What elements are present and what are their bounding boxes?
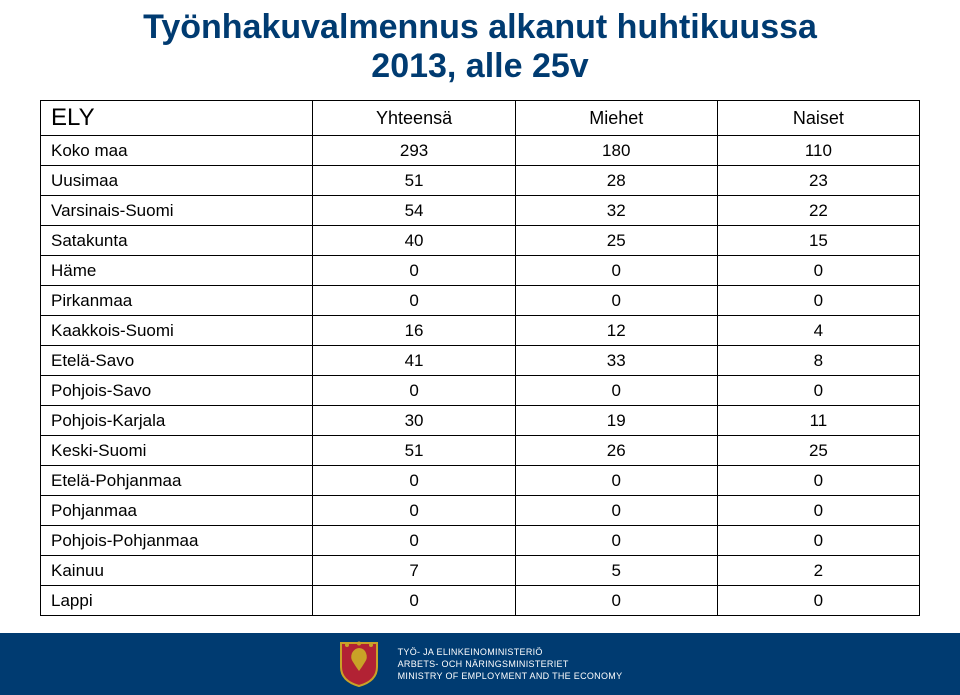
cell-value: 23 xyxy=(717,166,919,196)
cell-value: 22 xyxy=(717,196,919,226)
cell-value: 15 xyxy=(717,226,919,256)
cell-value: 4 xyxy=(717,316,919,346)
col-header-ely: ELY xyxy=(41,101,313,136)
cell-value: 0 xyxy=(313,466,515,496)
cell-value: 19 xyxy=(515,406,717,436)
table-row: Etelä-Pohjanmaa000 xyxy=(41,466,920,496)
cell-value: 0 xyxy=(515,586,717,616)
cell-value: 28 xyxy=(515,166,717,196)
cell-value: 5 xyxy=(515,556,717,586)
row-label: Pohjanmaa xyxy=(41,496,313,526)
table-row: Kainuu752 xyxy=(41,556,920,586)
cell-value: 8 xyxy=(717,346,919,376)
table-row: Pohjanmaa000 xyxy=(41,496,920,526)
row-label: Pohjois-Pohjanmaa xyxy=(41,526,313,556)
cell-value: 0 xyxy=(717,286,919,316)
row-label: Kainuu xyxy=(41,556,313,586)
cell-value: 0 xyxy=(515,256,717,286)
row-label: Kaakkois-Suomi xyxy=(41,316,313,346)
cell-value: 0 xyxy=(515,526,717,556)
row-label: Häme xyxy=(41,256,313,286)
table-body: Koko maa293180110Uusimaa512823Varsinais-… xyxy=(41,136,920,616)
col-header-total: Yhteensä xyxy=(313,101,515,136)
table-row: Varsinais-Suomi543222 xyxy=(41,196,920,226)
table-row: Lappi000 xyxy=(41,586,920,616)
row-label: Pohjois-Karjala xyxy=(41,406,313,436)
table-row: Pohjois-Savo000 xyxy=(41,376,920,406)
cell-value: 180 xyxy=(515,136,717,166)
cell-value: 54 xyxy=(313,196,515,226)
cell-value: 0 xyxy=(717,376,919,406)
table-row: Häme000 xyxy=(41,256,920,286)
col-header-men: Miehet xyxy=(515,101,717,136)
cell-value: 0 xyxy=(717,496,919,526)
cell-value: 0 xyxy=(515,496,717,526)
row-label: Pohjois-Savo xyxy=(41,376,313,406)
cell-value: 33 xyxy=(515,346,717,376)
cell-value: 0 xyxy=(717,526,919,556)
cell-value: 0 xyxy=(515,286,717,316)
row-label: Satakunta xyxy=(41,226,313,256)
cell-value: 110 xyxy=(717,136,919,166)
table-row: Pohjois-Pohjanmaa000 xyxy=(41,526,920,556)
row-label: Keski-Suomi xyxy=(41,436,313,466)
table-row: Keski-Suomi512625 xyxy=(41,436,920,466)
cell-value: 0 xyxy=(717,256,919,286)
cell-value: 41 xyxy=(313,346,515,376)
table-row: Uusimaa512823 xyxy=(41,166,920,196)
table-row: Pirkanmaa000 xyxy=(41,286,920,316)
cell-value: 293 xyxy=(313,136,515,166)
footer-bar: TYÖ- JA ELINKEINOMINISTERIÖ ARBETS- OCH … xyxy=(0,633,960,695)
table-header-row: ELY Yhteensä Miehet Naiset xyxy=(41,101,920,136)
table-row: Etelä-Savo41338 xyxy=(41,346,920,376)
ministry-text: TYÖ- JA ELINKEINOMINISTERIÖ ARBETS- OCH … xyxy=(398,646,623,682)
table-row: Pohjois-Karjala301911 xyxy=(41,406,920,436)
cell-value: 40 xyxy=(313,226,515,256)
cell-value: 0 xyxy=(313,376,515,406)
row-label: Lappi xyxy=(41,586,313,616)
col-header-women: Naiset xyxy=(717,101,919,136)
cell-value: 0 xyxy=(717,466,919,496)
cell-value: 0 xyxy=(717,586,919,616)
cell-value: 30 xyxy=(313,406,515,436)
table-row: Satakunta402515 xyxy=(41,226,920,256)
table-row: Kaakkois-Suomi16124 xyxy=(41,316,920,346)
cell-value: 32 xyxy=(515,196,717,226)
cell-value: 25 xyxy=(515,226,717,256)
cell-value: 0 xyxy=(313,496,515,526)
cell-value: 25 xyxy=(717,436,919,466)
cell-value: 0 xyxy=(515,376,717,406)
cell-value: 0 xyxy=(313,586,515,616)
cell-value: 51 xyxy=(313,436,515,466)
slide-page: Työnhakuvalmennus alkanut huhtikuussa 20… xyxy=(0,0,960,695)
cell-value: 0 xyxy=(515,466,717,496)
cell-value: 7 xyxy=(313,556,515,586)
cell-value: 51 xyxy=(313,166,515,196)
page-title: Työnhakuvalmennus alkanut huhtikuussa 20… xyxy=(40,8,920,86)
cell-value: 11 xyxy=(717,406,919,436)
cell-value: 26 xyxy=(515,436,717,466)
cell-value: 0 xyxy=(313,286,515,316)
row-label: Etelä-Savo xyxy=(41,346,313,376)
cell-value: 2 xyxy=(717,556,919,586)
cell-value: 0 xyxy=(313,526,515,556)
row-label: Uusimaa xyxy=(41,166,313,196)
cell-value: 16 xyxy=(313,316,515,346)
row-label: Etelä-Pohjanmaa xyxy=(41,466,313,496)
table-row: Koko maa293180110 xyxy=(41,136,920,166)
crest-icon xyxy=(338,641,380,687)
cell-value: 12 xyxy=(515,316,717,346)
data-table: ELY Yhteensä Miehet Naiset Koko maa29318… xyxy=(40,100,920,616)
row-label: Pirkanmaa xyxy=(41,286,313,316)
cell-value: 0 xyxy=(313,256,515,286)
row-label: Varsinais-Suomi xyxy=(41,196,313,226)
row-label: Koko maa xyxy=(41,136,313,166)
